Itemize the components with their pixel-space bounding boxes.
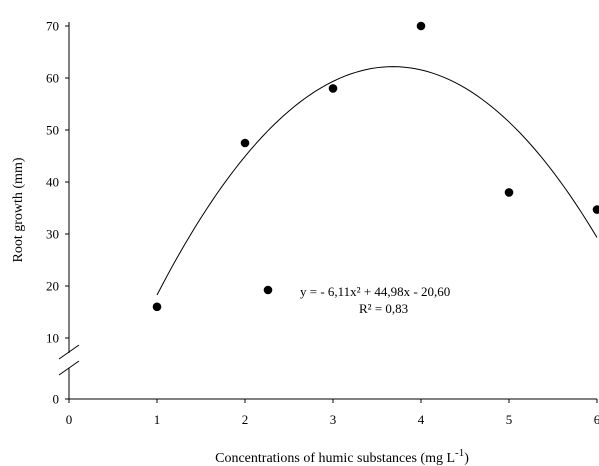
y-axis-ticks: 0 10 20 30 40 50 60 70 bbox=[46, 19, 69, 407]
x-tick-label: 1 bbox=[154, 412, 161, 427]
x-tick-label: 3 bbox=[330, 412, 337, 427]
data-point bbox=[328, 84, 338, 93]
data-point bbox=[152, 302, 162, 312]
x-tick-label: 4 bbox=[418, 412, 425, 427]
x-axis-title-main: Concentrations of humic substances (mg L bbox=[215, 451, 455, 466]
quadratic-fit-curve bbox=[156, 66, 598, 296]
x-tick-label: 6 bbox=[594, 412, 599, 427]
equation-label: y = - 6,11x² + 44,98x - 20,60 bbox=[300, 284, 450, 299]
data-point bbox=[592, 205, 599, 214]
axis-break-mark-lower bbox=[58, 360, 80, 376]
x-axis-title-superscript: -1 bbox=[455, 447, 464, 459]
y-tick-label: 70 bbox=[46, 19, 59, 34]
data-point bbox=[504, 188, 514, 197]
y-tick-label: 10 bbox=[46, 331, 59, 346]
axis-break-mark-upper bbox=[58, 344, 80, 360]
x-axis-title-suffix: ) bbox=[464, 451, 469, 466]
y-tick-label: 40 bbox=[46, 175, 59, 190]
y-tick-label: 0 bbox=[53, 392, 60, 407]
x-tick-label: 2 bbox=[242, 412, 249, 427]
x-axis-title: Concentrations of humic substances (mg L… bbox=[215, 447, 469, 466]
y-axis-title: Root growth (mm) bbox=[11, 157, 26, 262]
x-tick-label: 5 bbox=[506, 412, 513, 427]
legend-marker bbox=[263, 285, 273, 295]
y-tick-label: 50 bbox=[46, 123, 59, 138]
y-tick-label: 30 bbox=[46, 227, 59, 242]
x-tick-label: 0 bbox=[66, 412, 73, 427]
data-point bbox=[416, 21, 426, 31]
y-tick-label: 60 bbox=[46, 71, 59, 86]
data-points bbox=[152, 21, 599, 312]
r-squared-label: R² = 0,83 bbox=[359, 301, 408, 316]
x-axis-ticks: 0 1 2 3 4 5 6 bbox=[66, 399, 599, 427]
y-tick-label: 20 bbox=[46, 279, 59, 294]
data-point bbox=[240, 138, 250, 148]
